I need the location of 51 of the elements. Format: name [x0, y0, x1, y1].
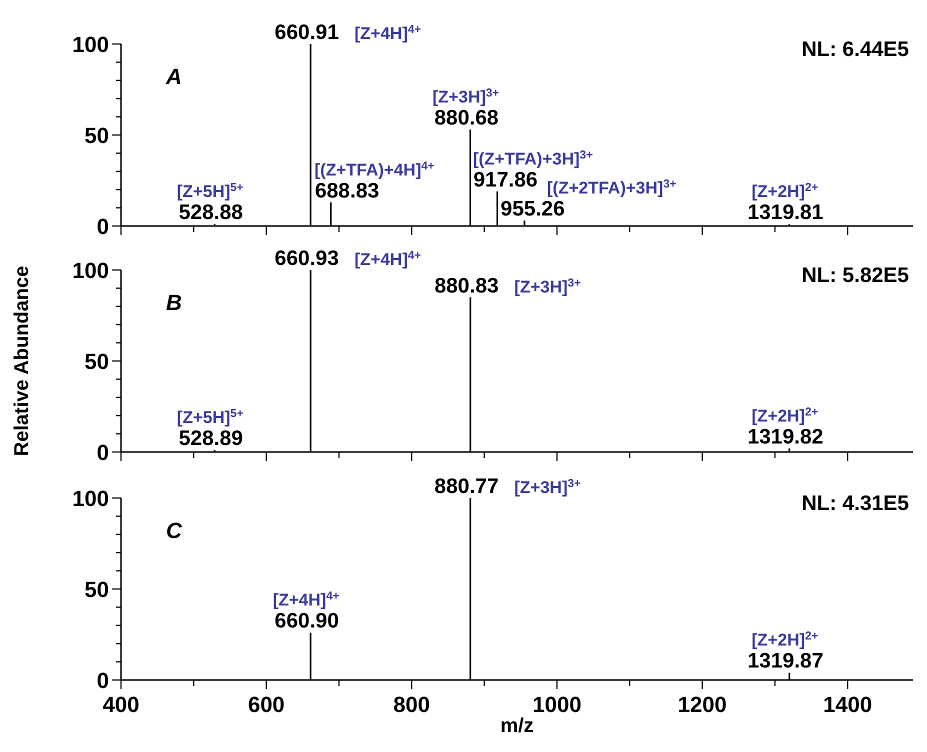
annotation: [Z+3H]$^{3+}$	[432, 88, 500, 107]
annotation: 688.83	[314, 179, 380, 202]
annotation: B	[166, 290, 182, 315]
x-tick-label: 1200	[678, 692, 727, 717]
annotation: 880.77	[434, 475, 499, 498]
annotation: NL: 5.82E5	[802, 264, 910, 287]
x-axis-title: m/z	[500, 715, 534, 737]
x-tick-label: 1400	[823, 692, 872, 717]
annotation: 660.91	[274, 21, 340, 44]
y-axis-title: Relative Abundance	[11, 266, 33, 456]
annotation: [Z+3H]$^{3+}$	[514, 277, 582, 296]
annotation: [Z+2H]$^{2+}$	[752, 630, 818, 650]
y-tick-label: 100	[72, 486, 109, 511]
annotation: 880.83	[434, 274, 499, 298]
annotation: 660.93	[274, 247, 339, 270]
x-tick-label: 1000	[532, 692, 582, 717]
x-tick-label: 600	[248, 692, 285, 717]
annotation: 1319.81	[747, 201, 824, 224]
annotation: [Z+4H]$^{4+}$	[354, 250, 422, 269]
annotation: 917.86	[473, 168, 538, 192]
annotation: [(Z+TFA)+4H]$^{4+}$	[314, 160, 435, 180]
annotation: [(Z+TFA)+3H]$^{3+}$	[472, 149, 594, 168]
annotation: [(Z+2TFA)+3H]$^{3+}$	[547, 178, 677, 198]
annotation: 528.89	[178, 427, 243, 450]
annotation: 660.90	[274, 610, 339, 633]
annotation: [Z+4H]$^{4+}$	[354, 24, 422, 43]
y-tick-label: 50	[84, 123, 109, 148]
x-tick-label: 800	[393, 692, 430, 717]
y-tick-label: 0	[96, 668, 109, 693]
x-tick-label: 400	[102, 692, 140, 717]
y-tick-label: 0	[96, 440, 109, 465]
annotation: C	[166, 518, 183, 543]
annotation: 955.26	[500, 198, 565, 221]
annotation: 1319.87	[747, 650, 824, 673]
annotation: [Z+2H]$^{2+}$	[752, 182, 818, 202]
y-tick-label: 100	[72, 32, 109, 57]
annotation: NL: 4.31E5	[802, 492, 910, 515]
annotation: [Z+5H]$^{5+}$	[176, 408, 244, 428]
y-tick-label: 50	[84, 349, 109, 374]
annotation: [Z+5H]$^{5+}$	[176, 182, 244, 202]
annotation: 1319.82	[747, 425, 824, 448]
y-tick-label: 50	[84, 577, 109, 602]
y-tick-label: 100	[72, 258, 109, 283]
annotation: 880.68	[434, 106, 499, 130]
annotation: [Z+4H]$^{4+}$	[272, 590, 340, 610]
annotation: A	[165, 64, 182, 89]
annotation: [Z+3H]$^{3+}$	[514, 478, 582, 497]
annotation: 528.88	[178, 201, 244, 224]
annotation: [Z+2H]$^{2+}$	[752, 406, 818, 426]
annotation: NL: 6.44E5	[802, 38, 910, 61]
y-tick-label: 0	[96, 214, 109, 239]
